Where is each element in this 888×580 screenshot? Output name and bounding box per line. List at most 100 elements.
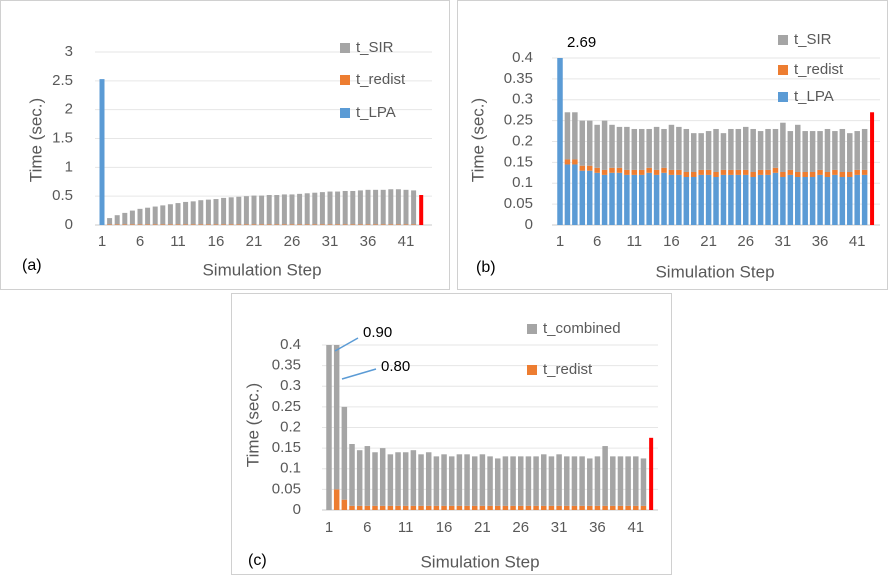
bar [518, 456, 524, 506]
bar [213, 224, 219, 225]
bar [802, 131, 808, 172]
x-tick-label: 16 [208, 233, 225, 250]
bar [274, 195, 280, 225]
bar [350, 224, 356, 225]
bar [817, 131, 823, 170]
bar [175, 203, 181, 225]
bar [494, 505, 501, 510]
bar [137, 208, 143, 225]
bar [190, 201, 196, 225]
bar [548, 505, 555, 510]
bar [617, 505, 624, 510]
legend-label: t_combined [543, 320, 621, 337]
bar [765, 169, 771, 175]
bar [854, 169, 860, 175]
bar [510, 456, 516, 506]
y-tick-label: 0.4 [512, 49, 533, 66]
bar [198, 200, 204, 225]
bar [713, 128, 719, 172]
bar [364, 505, 371, 510]
bar [160, 205, 166, 225]
x-tick-label: 26 [512, 519, 529, 536]
y-tick-label: 0.1 [512, 174, 533, 191]
bar [802, 171, 808, 177]
y-tick-label: 0.4 [280, 336, 301, 353]
bar [602, 446, 608, 506]
x-tick-label: 31 [775, 233, 792, 250]
bar [586, 165, 593, 171]
x-tick-label: 36 [589, 519, 606, 536]
leader-line [341, 368, 377, 380]
bar [167, 224, 173, 225]
bar [854, 131, 860, 170]
bar [832, 174, 838, 225]
x-tick-label: 16 [663, 233, 680, 250]
bar [720, 133, 727, 170]
bar [281, 224, 287, 225]
bar [387, 505, 394, 510]
bar [772, 167, 779, 173]
legend-label: t_SIR [794, 31, 832, 48]
x-tick-label: 41 [627, 519, 644, 536]
legend-swatch [778, 92, 788, 102]
bar [402, 505, 409, 510]
leader-line [334, 337, 359, 352]
bar [221, 197, 227, 225]
bar [243, 224, 249, 225]
bar [349, 444, 355, 506]
bar [847, 176, 853, 225]
bar [824, 176, 831, 225]
bar [251, 195, 257, 225]
bar [587, 458, 593, 506]
bar [228, 197, 234, 225]
bar [780, 122, 786, 172]
x-tick-label: 1 [325, 519, 333, 536]
x-tick-label: 36 [360, 233, 377, 250]
bar [683, 171, 690, 177]
bar [373, 224, 379, 225]
x-tick-label: 1 [98, 233, 106, 250]
bar [787, 169, 794, 175]
bar [403, 189, 409, 225]
bar [297, 224, 303, 225]
bar [274, 224, 280, 225]
bar [649, 437, 654, 510]
bar [757, 174, 764, 225]
y-tick-label: 3 [65, 43, 73, 60]
bar [572, 164, 578, 225]
bar [464, 454, 470, 506]
bar [304, 193, 310, 225]
bar [586, 120, 593, 166]
bar [750, 128, 756, 172]
bar [847, 171, 853, 177]
legend-label: t_redist [543, 361, 593, 378]
bar [787, 131, 794, 170]
bar [743, 126, 749, 170]
bar [319, 192, 325, 225]
bar [594, 456, 601, 506]
bar [579, 165, 586, 171]
y-tick-label: 0 [293, 501, 301, 518]
bar [676, 169, 682, 175]
bar [609, 172, 615, 225]
bar [259, 224, 265, 225]
x-tick-label: 21 [246, 233, 263, 250]
value-label: 0.90 [363, 324, 392, 341]
bar [625, 505, 631, 510]
bar [653, 126, 660, 170]
x-tick-label: 11 [398, 519, 414, 536]
bar [510, 505, 516, 510]
bar [757, 131, 764, 170]
bar [129, 224, 135, 225]
bar [114, 224, 120, 225]
bar [205, 199, 211, 225]
bar [609, 124, 615, 168]
bar [668, 124, 675, 170]
bar [152, 206, 158, 225]
bar [624, 126, 630, 170]
bar [502, 505, 509, 510]
bar [750, 176, 756, 225]
y-tick-label: 0.15 [504, 153, 533, 170]
bar [114, 215, 120, 225]
bar [145, 207, 151, 225]
